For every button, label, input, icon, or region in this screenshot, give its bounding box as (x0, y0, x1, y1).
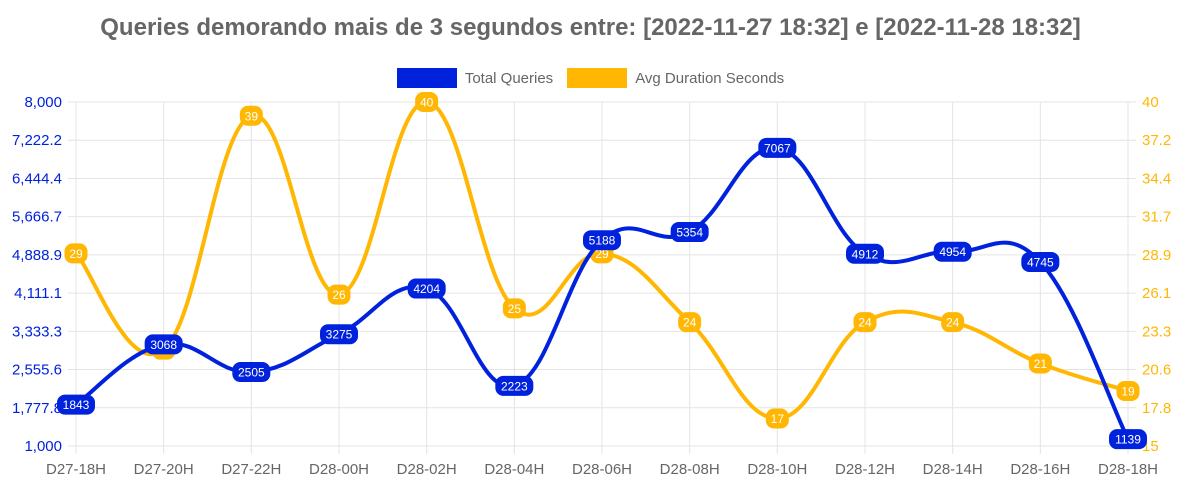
x-tick-label: D28-12H (835, 461, 895, 478)
x-tick-label: D28-14H (923, 461, 983, 478)
data-point-label-bg[interactable] (502, 298, 526, 319)
legend-item-total-queries[interactable]: Total Queries (396, 68, 554, 88)
x-tick-label: D28-06H (572, 461, 632, 478)
data-point-label: 3068 (150, 338, 177, 352)
data-point-label-bg[interactable] (1021, 251, 1060, 272)
y-left-tick-label: 4,888.9 (12, 247, 62, 264)
y-right-tick-label: 26.1 (1142, 285, 1171, 302)
data-point-label: 29 (595, 247, 609, 261)
y-right-tick-label: 23.3 (1142, 323, 1171, 340)
legend-swatch-total-queries (396, 68, 457, 88)
x-tick-label: D28-16H (1010, 461, 1070, 478)
data-point-label-bg[interactable] (144, 334, 183, 355)
x-tick-label: D28-02H (397, 461, 457, 478)
data-point-label-bg[interactable] (583, 230, 621, 251)
y-right-tick-label: 40 (1142, 94, 1159, 111)
y-right-tick-label: 20.6 (1142, 362, 1171, 379)
data-point-label: 24 (683, 316, 697, 330)
data-point-label: 17 (771, 412, 785, 426)
data-point-label: 25 (508, 302, 522, 316)
data-point-label: 3275 (326, 328, 353, 342)
x-tick-label: D28-08H (660, 461, 720, 478)
data-point-label: 39 (245, 109, 259, 123)
y-right-tick-label: 37.2 (1142, 132, 1171, 149)
x-tick-label: D28-18H (1098, 461, 1158, 478)
data-point-label-bg[interactable] (407, 278, 446, 299)
y-left-tick-label: 5,666.7 (12, 209, 62, 226)
data-point-label-bg[interactable] (320, 324, 358, 345)
data-point-label-bg[interactable] (765, 408, 789, 429)
y-right-tick-label: 28.9 (1142, 247, 1171, 264)
data-point-label-bg[interactable] (232, 362, 271, 383)
y-left-tick-label: 1,777.8 (12, 400, 62, 417)
data-point-label-bg[interactable] (853, 312, 877, 333)
data-point-label: 40 (420, 96, 434, 110)
x-tick-label: D28-00H (309, 461, 369, 478)
data-point-label: 4954 (939, 245, 966, 259)
x-tick-label: D27-18H (46, 461, 106, 478)
grid-lines (68, 101, 1136, 454)
data-point-label: 1843 (63, 398, 90, 412)
data-point-label: 4204 (413, 282, 440, 296)
data-point-label: 7067 (764, 141, 791, 155)
legend-item-avg-duration[interactable]: Avg Duration Seconds (567, 68, 784, 88)
data-point-label: 2223 (501, 379, 528, 393)
data-point-label-bg[interactable] (846, 243, 884, 264)
data-point-label-bg[interactable] (495, 375, 534, 396)
x-tick-label: D28-04H (484, 461, 544, 478)
series-total-queries: 1843 3068 2505 3275 4204 2223 5188 5354 7067 4912… (57, 137, 1147, 450)
data-point-label: 24 (858, 316, 872, 330)
data-point-label-bg[interactable] (941, 312, 965, 333)
data-point-label-bg[interactable] (758, 137, 797, 158)
legend-swatch-avg-duration (567, 68, 628, 88)
chart-title: Queries demorando mais de 3 segundos ent… (100, 14, 1081, 41)
data-point-label: 24 (946, 316, 960, 330)
legend: Total Queries Avg Duration Seconds (0, 68, 1181, 88)
data-point-label: 21 (1034, 357, 1048, 371)
x-tick-label: D28-10H (747, 461, 807, 478)
data-point-label: 5188 (589, 234, 616, 248)
data-point-label: 5354 (676, 226, 703, 240)
data-point-label: 1139 (1115, 433, 1141, 447)
y-right-tick-label: 17.8 (1142, 400, 1171, 417)
x-tick-label: D27-22H (221, 461, 281, 478)
data-point-label-bg[interactable] (1116, 380, 1140, 401)
y-right-tick-label: 34.4 (1142, 170, 1171, 187)
data-point-label-bg[interactable] (327, 284, 351, 305)
data-point-label: 26 (332, 288, 346, 302)
legend-label: Total Queries (464, 69, 554, 87)
data-point-label: 4745 (1027, 255, 1054, 269)
data-point-label-bg[interactable] (239, 105, 263, 126)
data-point-label-bg[interactable] (933, 241, 972, 262)
data-point-label: 2505 (238, 366, 265, 380)
data-point-label-bg[interactable] (57, 394, 95, 415)
data-point-label-bg[interactable] (1028, 353, 1052, 374)
data-point-label-bg[interactable] (678, 312, 702, 333)
y-left-tick-label: 3,333.3 (12, 323, 62, 340)
y-left-tick-label: 4,111.1 (14, 285, 62, 302)
data-point-label: 29 (69, 247, 83, 261)
data-point-label-bg[interactable] (670, 222, 709, 243)
y-left-tick-label: 2,555.6 (12, 362, 62, 379)
y-right-tick-label: 31.7 (1142, 209, 1171, 226)
data-point-label: 4912 (852, 247, 879, 261)
legend-label: Avg Duration Seconds (635, 69, 785, 87)
x-tick-label: D27-20H (134, 461, 194, 478)
data-point-label-bg[interactable] (1109, 429, 1147, 450)
y-left-tick-label: 8,000 (24, 94, 62, 111)
data-point-label-bg[interactable] (64, 243, 88, 264)
y-left-tick-label: 1,000 (24, 438, 62, 455)
y-left-tick-label: 6,444.4 (12, 170, 62, 187)
axes: 8,000 40 7,222.2 37.2 6,444.4 34.4 5,666.7 31.7… (12, 94, 1171, 478)
data-point-label-bg[interactable] (415, 92, 439, 112)
y-left-tick-label: 7,222.2 (12, 132, 62, 149)
data-point-label: 19 (1121, 384, 1135, 398)
